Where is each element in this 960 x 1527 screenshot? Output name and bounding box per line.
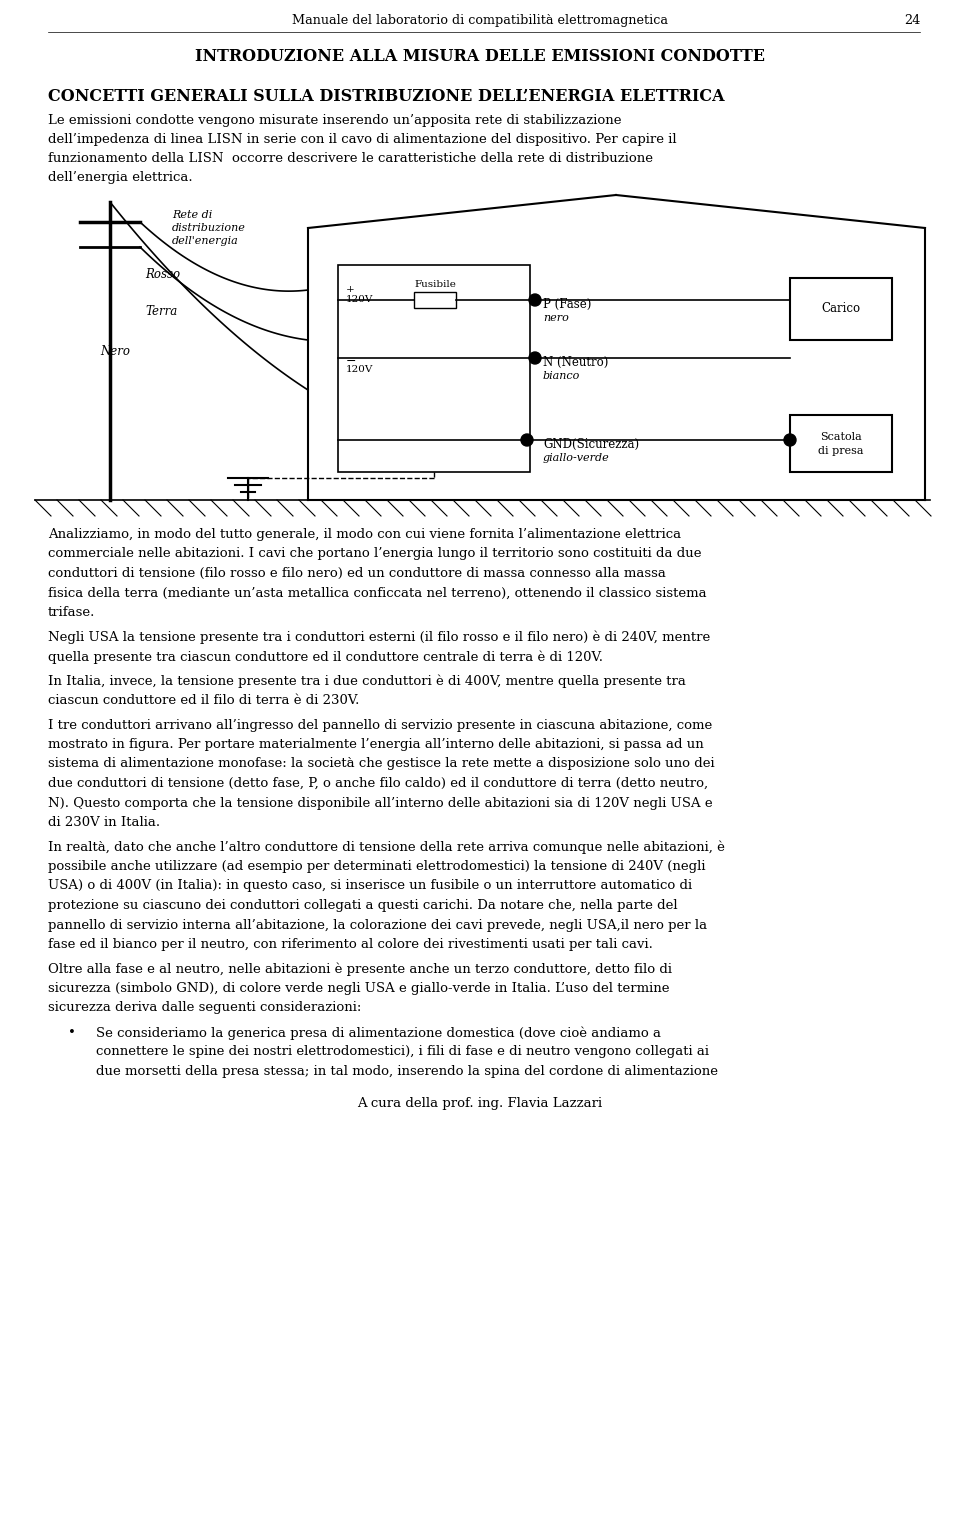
Text: CONCETTI GENERALI SULLA DISTRIBUZIONE DELL’ENERGIA ELETTRICA: CONCETTI GENERALI SULLA DISTRIBUZIONE DE…	[48, 89, 725, 105]
Text: dell'energia: dell'energia	[172, 237, 239, 246]
Text: sicurezza (simbolo GND), di colore verde negli USA e giallo-verde in Italia. L’u: sicurezza (simbolo GND), di colore verde…	[48, 982, 669, 996]
Text: fase ed il bianco per il neutro, con riferimento al colore dei rivestimenti usat: fase ed il bianco per il neutro, con rif…	[48, 938, 653, 951]
Text: −: −	[346, 354, 356, 368]
Text: ciascun conduttore ed il filo di terra è di 230V.: ciascun conduttore ed il filo di terra è…	[48, 693, 359, 707]
Text: nero: nero	[543, 313, 569, 324]
Text: bianco: bianco	[543, 371, 581, 382]
Text: 120V: 120V	[346, 295, 373, 304]
Text: In Italia, invece, la tensione presente tra i due conduttori è di 400V, mentre q: In Italia, invece, la tensione presente …	[48, 675, 685, 689]
Text: 24: 24	[903, 14, 920, 27]
Text: N). Questo comporta che la tensione disponibile all’interno delle abitazioni sia: N). Questo comporta che la tensione disp…	[48, 797, 712, 809]
Text: A cura della prof. ing. Flavia Lazzari: A cura della prof. ing. Flavia Lazzari	[357, 1096, 603, 1110]
Bar	[338, 266, 530, 472]
Text: Le emissioni condotte vengono misurate inserendo un’apposita rete di stabilizzaz: Le emissioni condotte vengono misurate i…	[48, 115, 621, 127]
Text: possibile anche utilizzare (ad esempio per determinati elettrodomestici) la tens: possibile anche utilizzare (ad esempio p…	[48, 860, 706, 873]
Text: funzionamento della LISN  occorre descrivere le caratteristiche della rete di di: funzionamento della LISN occorre descriv…	[48, 153, 653, 165]
Text: conduttori di tensione (filo rosso e filo nero) ed un conduttore di massa connes: conduttori di tensione (filo rosso e fil…	[48, 567, 666, 580]
Text: dell’impedenza di linea LISN in serie con il cavo di alimentazione del dispositi: dell’impedenza di linea LISN in serie co…	[48, 133, 677, 147]
Bar	[414, 292, 456, 308]
Text: Scatola: Scatola	[820, 432, 862, 443]
Text: dell’energia elettrica.: dell’energia elettrica.	[48, 171, 193, 183]
Text: •: •	[68, 1026, 76, 1038]
Text: Oltre alla fase e al neutro, nelle abitazioni è presente anche un terzo condutto: Oltre alla fase e al neutro, nelle abita…	[48, 962, 672, 976]
Text: quella presente tra ciascun conduttore ed il conduttore centrale di terra è di 1: quella presente tra ciascun conduttore e…	[48, 651, 603, 664]
Text: Nero: Nero	[100, 345, 130, 357]
Text: Fusibile: Fusibile	[414, 279, 456, 289]
Text: P (Fase): P (Fase)	[543, 298, 591, 312]
Text: +: +	[346, 286, 355, 295]
Text: Carico: Carico	[822, 302, 860, 316]
Circle shape	[521, 434, 533, 446]
Text: Manuale del laboratorio di compatibilità elettromagnetica: Manuale del laboratorio di compatibilità…	[292, 14, 668, 27]
Text: Se consideriamo la generica presa di alimentazione domestica (dove cioè andiamo : Se consideriamo la generica presa di ali…	[96, 1026, 661, 1040]
Text: N (Neutro): N (Neutro)	[543, 356, 609, 370]
Circle shape	[784, 434, 796, 446]
Bar	[790, 415, 892, 472]
Text: fisica della terra (mediante un’asta metallica conficcata nel terreno), ottenend: fisica della terra (mediante un’asta met…	[48, 586, 707, 600]
Text: protezione su ciascuno dei conduttori collegati a questi carichi. Da notare che,: protezione su ciascuno dei conduttori co…	[48, 899, 678, 912]
Text: In realtà, dato che anche l’altro conduttore di tensione della rete arriva comun: In realtà, dato che anche l’altro condut…	[48, 840, 725, 854]
Text: Terra: Terra	[145, 305, 178, 318]
Text: Negli USA la tensione presente tra i conduttori esterni (il filo rosso e il filo: Negli USA la tensione presente tra i con…	[48, 631, 710, 644]
Text: connettere le spine dei nostri elettrodomestici), i fili di fase e di neutro ven: connettere le spine dei nostri elettrodo…	[96, 1046, 709, 1058]
Text: di presa: di presa	[818, 446, 864, 457]
Bar	[790, 278, 892, 341]
Text: giallo-verde: giallo-verde	[543, 454, 610, 463]
Circle shape	[529, 295, 541, 305]
Text: commerciale nelle abitazioni. I cavi che portano l’energia lungo il territorio s: commerciale nelle abitazioni. I cavi che…	[48, 548, 702, 560]
Text: Rete di: Rete di	[172, 211, 212, 220]
Text: due morsetti della presa stessa; in tal modo, inserendo la spina del cordone di : due morsetti della presa stessa; in tal …	[96, 1064, 718, 1078]
Text: di 230V in Italia.: di 230V in Italia.	[48, 815, 160, 829]
Text: GND(Sicurezza): GND(Sicurezza)	[543, 438, 639, 450]
Text: INTRODUZIONE ALLA MISURA DELLE EMISSIONI CONDOTTE: INTRODUZIONE ALLA MISURA DELLE EMISSIONI…	[195, 47, 765, 66]
Text: sicurezza deriva dalle seguenti considerazioni:: sicurezza deriva dalle seguenti consider…	[48, 1002, 361, 1014]
Text: pannello di servizio interna all’abitazione, la colorazione dei cavi prevede, ne: pannello di servizio interna all’abitazi…	[48, 919, 708, 931]
Text: I tre conduttori arrivano all’ingresso del pannello di servizio presente in cias: I tre conduttori arrivano all’ingresso d…	[48, 719, 712, 731]
Text: USA) o di 400V (in Italia): in questo caso, si inserisce un fusibile o un interr: USA) o di 400V (in Italia): in questo ca…	[48, 880, 692, 892]
Text: 120V: 120V	[346, 365, 373, 374]
Text: due conduttori di tensione (detto fase, P, o anche filo caldo) ed il conduttore : due conduttori di tensione (detto fase, …	[48, 777, 708, 789]
Text: sistema di alimentazione monofase: la società che gestisce la rete mette a dispo: sistema di alimentazione monofase: la so…	[48, 757, 714, 771]
Text: trifase.: trifase.	[48, 606, 95, 618]
Text: Analizziamo, in modo del tutto generale, il modo con cui viene fornita l’aliment: Analizziamo, in modo del tutto generale,…	[48, 528, 682, 541]
Text: Rosso: Rosso	[145, 269, 180, 281]
Text: distribuzione: distribuzione	[172, 223, 246, 234]
Text: mostrato in figura. Per portare materialmente l’energia all’interno delle abitaz: mostrato in figura. Per portare material…	[48, 738, 704, 751]
Circle shape	[529, 353, 541, 363]
